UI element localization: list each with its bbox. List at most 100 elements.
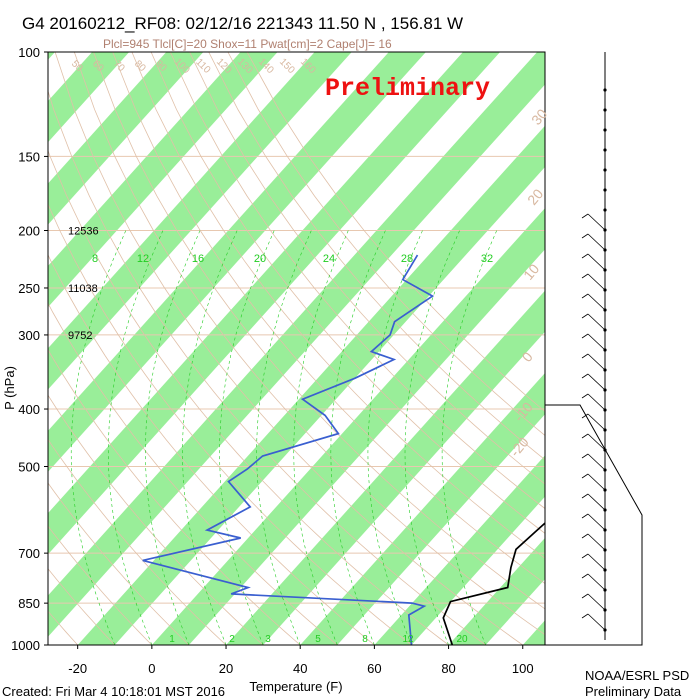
temperature-band: [448, 537, 545, 645]
plot-frame: [47, 51, 546, 646]
wind-barb-flag: [581, 293, 589, 299]
mixing-ratio-label: 5: [315, 634, 321, 645]
wind-marker: [603, 148, 607, 152]
wind-barb-panel: [545, 52, 643, 646]
y-axis-label: P (hPa): [2, 366, 17, 410]
wind-barb: [587, 393, 606, 411]
temperature-band: [151, 208, 545, 645]
wind-marker: [603, 128, 607, 132]
dry-adiabat: [48, 203, 412, 645]
mixing-ratio-label: 16: [192, 253, 204, 265]
dry-adiabat: [112, 52, 545, 585]
background-grid: [0, 52, 545, 645]
height-label: 11038: [68, 283, 98, 295]
wind-barb-flag: [581, 493, 589, 499]
temperature-band: [374, 455, 545, 645]
mixing-ratio-label: 28: [401, 253, 413, 265]
y-tick-label: 100: [18, 45, 40, 60]
wind-barb-flag: [581, 353, 589, 359]
dry-adiabat: [48, 348, 301, 645]
dry-adiabat: [150, 52, 545, 534]
temperature-profile: [442, 521, 545, 645]
mixing-ratio-label: 12: [137, 253, 149, 265]
temperature-band: [48, 52, 501, 555]
dry-adiabat: [48, 438, 227, 645]
y-tick-label: 200: [18, 224, 40, 239]
dry-adiabat: [208, 52, 545, 461]
x-tick-label: 100: [512, 661, 534, 676]
wind-barb: [587, 233, 606, 251]
mixing-ratio-label: 20: [456, 634, 468, 645]
wind-barb: [587, 593, 606, 611]
mixing-ratio-line: [330, 230, 386, 645]
wind-barb-flag: [581, 473, 589, 479]
y-tick-label: 150: [18, 149, 40, 164]
chart-subtitle: Plcl=945 Tlcl[C]=20 Shox=11 Pwat[cm]=2 C…: [103, 37, 392, 51]
wind-barb: [587, 493, 606, 511]
wind-barb: [587, 313, 606, 331]
wind-barb-flag: [581, 313, 589, 319]
mixing-ratio-label: 1: [169, 634, 175, 645]
attribution-note: Preliminary Data: [585, 684, 682, 699]
dry-adiabat: [246, 52, 545, 412]
x-tick-label: -20: [68, 661, 87, 676]
y-tick-label: 850: [18, 596, 40, 611]
wind-barb: [587, 253, 606, 271]
wind-barb-flag: [581, 573, 589, 579]
dry-adiabat-label: 80: [132, 58, 148, 74]
mixing-ratio-line: [367, 230, 423, 645]
temperature-band: [48, 52, 278, 308]
y-tick-label: 500: [18, 459, 40, 474]
wind-barb: [587, 553, 606, 571]
wind-barb: [587, 353, 606, 371]
mixing-ratio-label: 20: [254, 253, 266, 265]
dry-adiabat-label: 150: [277, 56, 297, 76]
wind-barb-flag: [581, 233, 589, 239]
temperature-band: [671, 52, 700, 645]
height-label: 9752: [68, 330, 92, 342]
dry-adiabat-label: 30: [528, 106, 550, 128]
dry-adiabat: [73, 52, 545, 636]
mixing-ratio-line: [107, 230, 164, 645]
wind-barb-flag: [581, 413, 589, 419]
temperature-band: [48, 52, 352, 390]
y-tick-label: 400: [18, 402, 40, 417]
mixing-ratio-line: [293, 230, 349, 645]
created-timestamp: Created: Fri Mar 4 10:18:01 MST 2016: [2, 684, 226, 699]
dry-adiabat: [189, 52, 545, 485]
wind-barb-flag: [581, 613, 589, 619]
dry-adiabat: [0, 52, 4, 645]
mixing-ratio-line: [70, 230, 127, 645]
x-tick-label: 40: [293, 661, 307, 676]
wind-barb-flag: [581, 593, 589, 599]
attribution-org: NOAA/ESRL PSD: [585, 668, 690, 683]
mixing-ratio-label: 2: [229, 634, 235, 645]
wind-barb-flag: [581, 553, 589, 559]
mixing-ratio-line: [219, 230, 275, 645]
temperature-band: [522, 620, 545, 645]
wind-marker: [603, 208, 607, 212]
mixing-ratio-label: 24: [323, 253, 335, 265]
height-label: 12536: [68, 226, 99, 238]
wind-marker: [603, 168, 607, 172]
y-tick-label: 700: [18, 546, 40, 561]
dry-adiabat: [54, 52, 523, 645]
dry-adiabat: [48, 568, 116, 645]
wind-marker: [603, 108, 607, 112]
temperature-band: [48, 52, 426, 472]
wind-barb: [587, 373, 606, 391]
wind-barb-flag: [581, 453, 589, 459]
mixing-ratio-line: [441, 230, 497, 645]
x-tick-label: 20: [219, 661, 233, 676]
temperature-band: [77, 125, 545, 645]
axes: 100 150 200 250 300 400 500 700 850 1000 -20 0 20 40 6…: [11, 45, 534, 676]
wind-barb: [587, 513, 606, 531]
dry-adiabat: [48, 525, 153, 645]
y-tick-label: 1000: [11, 638, 40, 653]
dry-adiabat: [48, 253, 375, 645]
wind-barb-flag: [581, 253, 589, 259]
mixing-ratio-label: 12: [402, 634, 414, 645]
preliminary-watermark: Preliminary: [325, 74, 490, 103]
mixing-ratio-line: [256, 230, 312, 645]
